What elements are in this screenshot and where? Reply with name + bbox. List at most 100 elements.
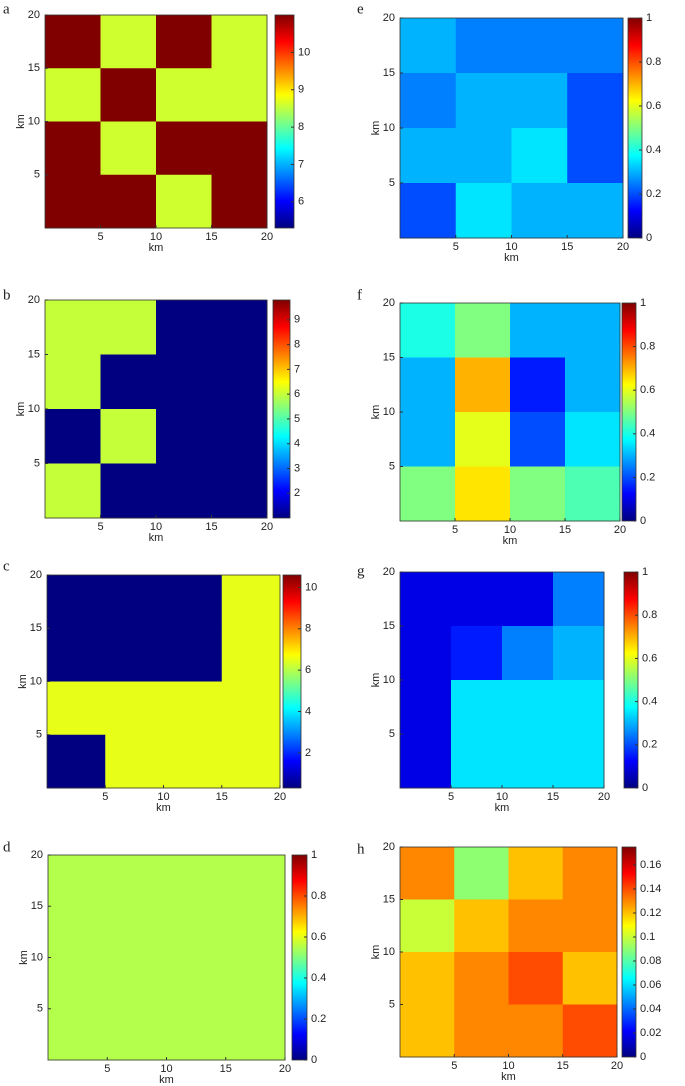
colorbar bbox=[291, 854, 308, 1061]
heatmap-cell bbox=[45, 354, 101, 410]
panel-letter: b bbox=[3, 287, 11, 303]
heatmap-cell bbox=[400, 412, 456, 467]
y-tick-label: 10 bbox=[383, 946, 395, 958]
y-axis-label: km bbox=[370, 121, 382, 136]
colorbar-tick-label: 0 bbox=[642, 782, 648, 794]
colorbar-tick-label: 1 bbox=[311, 849, 317, 861]
y-tick-label: 5 bbox=[34, 169, 40, 181]
heatmap-cell bbox=[211, 174, 268, 229]
y-tick-label: 15 bbox=[383, 893, 395, 905]
y-tick-label: 5 bbox=[389, 998, 395, 1010]
heatmap-cell bbox=[163, 681, 223, 736]
y-tick-label: 5 bbox=[34, 457, 40, 469]
heatmap-cell bbox=[400, 734, 452, 789]
heatmap-cell bbox=[455, 183, 512, 239]
x-tick-label: 5 bbox=[452, 524, 458, 536]
colorbar-tick-label: 0.8 bbox=[646, 56, 661, 68]
panel-letter: h bbox=[357, 841, 365, 857]
heatmap-cell bbox=[553, 680, 605, 735]
y-tick-label: 5 bbox=[36, 729, 42, 741]
x-tick-label: 5 bbox=[453, 241, 459, 253]
heatmap-cell bbox=[107, 1008, 167, 1061]
colorbar bbox=[272, 299, 291, 519]
heatmap-cell bbox=[451, 626, 503, 681]
heatmap-cell bbox=[510, 466, 566, 522]
heatmap-cell bbox=[47, 734, 106, 789]
heatmap-cell bbox=[105, 734, 164, 789]
y-axis-label: km bbox=[370, 945, 382, 960]
y-tick-label: 5 bbox=[389, 460, 395, 472]
heatmap-cell bbox=[211, 354, 268, 410]
colorbar-tick-label: 4 bbox=[305, 705, 311, 717]
x-axis-label: km bbox=[159, 1074, 174, 1086]
heatmap-cell bbox=[225, 906, 286, 958]
colorbar-tick-label: 0.16 bbox=[640, 859, 661, 871]
colorbar-tick-label: 8 bbox=[298, 121, 304, 133]
colorbar-tick-label: 0.14 bbox=[640, 883, 661, 895]
heatmap-cell bbox=[567, 128, 624, 184]
x-axis-label: km bbox=[149, 242, 164, 254]
colorbar-tick-label: 0.6 bbox=[646, 100, 661, 112]
panel-letter: g bbox=[357, 563, 365, 579]
heatmap-cell bbox=[455, 128, 512, 184]
heatmap-cell bbox=[100, 121, 157, 176]
heatmap-cell bbox=[455, 466, 511, 522]
y-tick-label: 10 bbox=[383, 122, 395, 134]
heatmap-cell bbox=[567, 73, 624, 129]
x-tick-label: 10 bbox=[157, 791, 169, 803]
heatmap-cell bbox=[107, 957, 167, 1010]
colorbar-tick-label: 2 bbox=[294, 487, 300, 499]
colorbar-tick-label: 0.2 bbox=[646, 188, 661, 200]
colorbar bbox=[621, 302, 637, 522]
y-tick-label: 15 bbox=[383, 67, 395, 79]
colorbar-tick-label: 2 bbox=[305, 747, 311, 759]
y-tick-label: 20 bbox=[383, 566, 395, 578]
heatmap-cell bbox=[511, 183, 568, 239]
colorbar-tick-label: 5 bbox=[294, 413, 300, 425]
heatmap-cell bbox=[45, 463, 101, 519]
y-tick-label: 15 bbox=[31, 900, 43, 912]
x-tick-label: 15 bbox=[216, 791, 228, 803]
colorbar-tick-label: 9 bbox=[298, 84, 304, 96]
heatmap-cell bbox=[508, 952, 564, 1005]
x-tick-label: 20 bbox=[611, 1060, 623, 1072]
colorbar-tick-label: 0 bbox=[646, 232, 652, 244]
heatmap-cell bbox=[100, 15, 157, 69]
heatmap-cell bbox=[454, 847, 509, 900]
y-tick-label: 10 bbox=[383, 674, 395, 686]
heatmap-cell bbox=[400, 18, 457, 74]
heatmap-cell bbox=[45, 300, 101, 355]
heatmap-cell bbox=[166, 1008, 227, 1061]
heatmap-cell bbox=[502, 680, 554, 735]
y-tick-label: 20 bbox=[28, 9, 40, 21]
heatmap-cell bbox=[48, 1008, 108, 1061]
heatmap-cell bbox=[156, 300, 212, 355]
colorbar-tick-label: 4 bbox=[294, 438, 300, 450]
heatmap-cell bbox=[562, 847, 618, 900]
panel-letter: d bbox=[3, 839, 11, 855]
heatmap-cell bbox=[400, 680, 452, 735]
x-axis-label: km bbox=[156, 802, 171, 814]
heatmap-cell bbox=[156, 174, 212, 229]
heatmap-cell bbox=[48, 906, 108, 958]
colorbar-tick-label: 0.06 bbox=[640, 979, 661, 991]
heatmap-cell bbox=[553, 734, 605, 789]
heatmap-cell bbox=[221, 734, 281, 789]
heatmap-cell bbox=[567, 18, 624, 74]
colorbar-tick-label: 6 bbox=[298, 196, 304, 208]
panel-letter: a bbox=[3, 1, 10, 17]
heatmap-cell bbox=[565, 412, 621, 467]
heatmap-cell bbox=[47, 628, 106, 682]
y-axis-label: km bbox=[370, 673, 382, 688]
heatmap-cell bbox=[451, 680, 503, 735]
heatmap-cell bbox=[508, 847, 564, 900]
heatmap-cell bbox=[510, 357, 566, 413]
x-tick-label: 5 bbox=[97, 521, 103, 533]
y-tick-label: 10 bbox=[28, 115, 40, 127]
heatmap-cell bbox=[166, 906, 227, 958]
heatmap-cell bbox=[105, 575, 164, 629]
heatmap-cell bbox=[567, 183, 624, 239]
heatmap-cell bbox=[454, 1004, 509, 1058]
x-tick-label: 20 bbox=[617, 241, 629, 253]
heatmap-cell bbox=[510, 303, 566, 358]
